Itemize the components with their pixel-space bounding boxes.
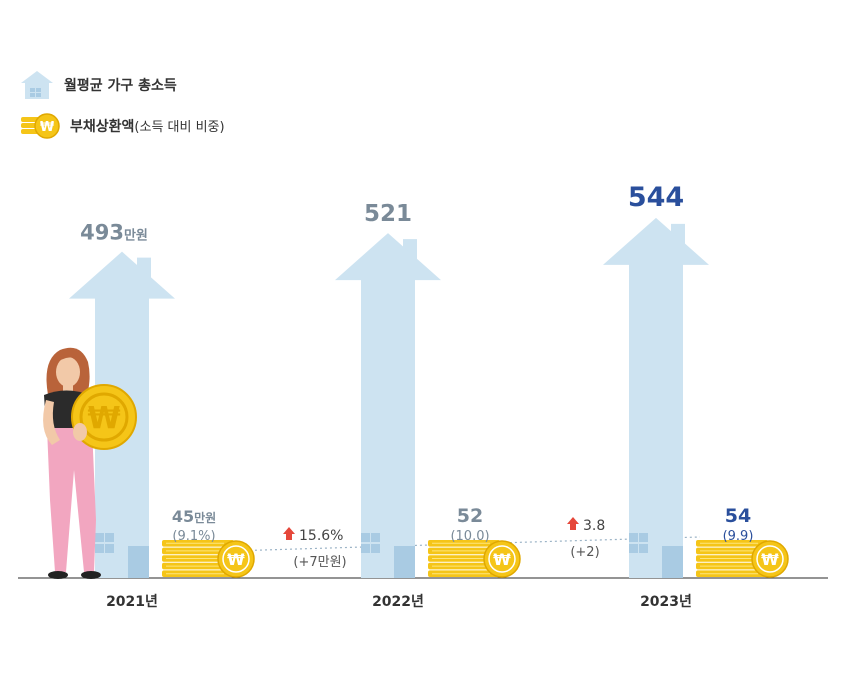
debt-ratio-label: (9.1%) xyxy=(172,529,215,544)
woman-illustration: ₩ xyxy=(43,347,137,579)
house-window xyxy=(361,533,370,542)
house-door xyxy=(128,546,149,578)
debt-value-label: 45만원 xyxy=(172,507,216,526)
house-window xyxy=(371,533,380,542)
category-label: 2021년 xyxy=(106,594,158,610)
house-window xyxy=(105,533,114,542)
woman-shoe xyxy=(48,571,68,579)
house-door xyxy=(394,546,415,578)
woman-hair-fringe xyxy=(55,355,82,362)
debt-coin-stack: ₩ xyxy=(162,540,255,578)
debt-value-label: 54 xyxy=(725,505,751,527)
woman-shoe xyxy=(81,571,101,579)
legend-debt-label-main: 부채상환액 xyxy=(70,119,135,135)
woman-neck xyxy=(63,384,73,394)
house-window xyxy=(371,544,380,553)
house-window xyxy=(629,544,638,553)
income-value-label: 493만원 xyxy=(80,221,148,245)
debt-ratio-label: (10.0) xyxy=(450,529,489,544)
legend-debt-label-sub: (소득 대비 비중) xyxy=(134,120,225,135)
unit-label: 만원 xyxy=(124,228,148,244)
won-icon: ₩ xyxy=(761,550,779,569)
house-window xyxy=(639,544,648,553)
legend-debt-label: 부채상환액(소득 대비 비중) xyxy=(70,116,225,136)
income-house-bar xyxy=(603,217,709,578)
up-arrow-icon xyxy=(567,517,579,530)
income-value-label: 544 xyxy=(628,182,684,213)
change-pct-label: 3.8 xyxy=(583,518,605,534)
house-icon xyxy=(21,71,53,99)
woman-face xyxy=(56,357,80,387)
coin-stack-icon: ₩ xyxy=(21,113,60,139)
house-window xyxy=(95,533,104,542)
house-window xyxy=(629,533,638,542)
legend-income-label: 월평균 가구 총소득 xyxy=(64,78,177,94)
change-abs-label: (+2) xyxy=(570,545,599,560)
house-door xyxy=(662,546,683,578)
won-icon: ₩ xyxy=(493,550,511,569)
house-window xyxy=(95,544,104,553)
woman-pants xyxy=(47,428,96,572)
debt-value-label: 52 xyxy=(457,505,483,527)
house-body xyxy=(335,233,441,578)
category-label: 2023년 xyxy=(640,594,692,610)
woman-hand xyxy=(73,423,87,441)
category-label: 2022년 xyxy=(372,594,424,610)
coin-inner-ring xyxy=(756,545,784,573)
change-pct-label: 15.6% xyxy=(299,528,343,544)
legend-debt: ₩ 부채상환액(소득 대비 비중) xyxy=(20,112,225,140)
coin-inner-ring xyxy=(222,545,250,573)
woman-arm xyxy=(43,400,60,445)
house-window xyxy=(639,533,648,542)
income-house-bar xyxy=(335,233,441,578)
won-icon: ₩ xyxy=(227,550,245,569)
svg-text:₩: ₩ xyxy=(40,120,55,135)
coin-inner-ring xyxy=(488,545,516,573)
big-coin-ring xyxy=(79,392,129,442)
up-arrow-icon xyxy=(283,527,295,540)
debt-coin-stack: ₩ xyxy=(428,540,521,578)
debt-coin-stack: ₩ xyxy=(696,540,789,578)
house-body xyxy=(603,217,709,578)
legend-income: 월평균 가구 총소득 xyxy=(20,70,177,100)
debt-ratio-label: (9.9) xyxy=(723,529,754,544)
change-abs-label: (+7만원) xyxy=(293,555,346,570)
house-window xyxy=(361,544,370,553)
house-window xyxy=(105,544,114,553)
income-value-label: 521 xyxy=(364,201,412,227)
unit-label: 만원 xyxy=(194,510,216,525)
big-coin-won-icon: ₩ xyxy=(87,401,120,436)
